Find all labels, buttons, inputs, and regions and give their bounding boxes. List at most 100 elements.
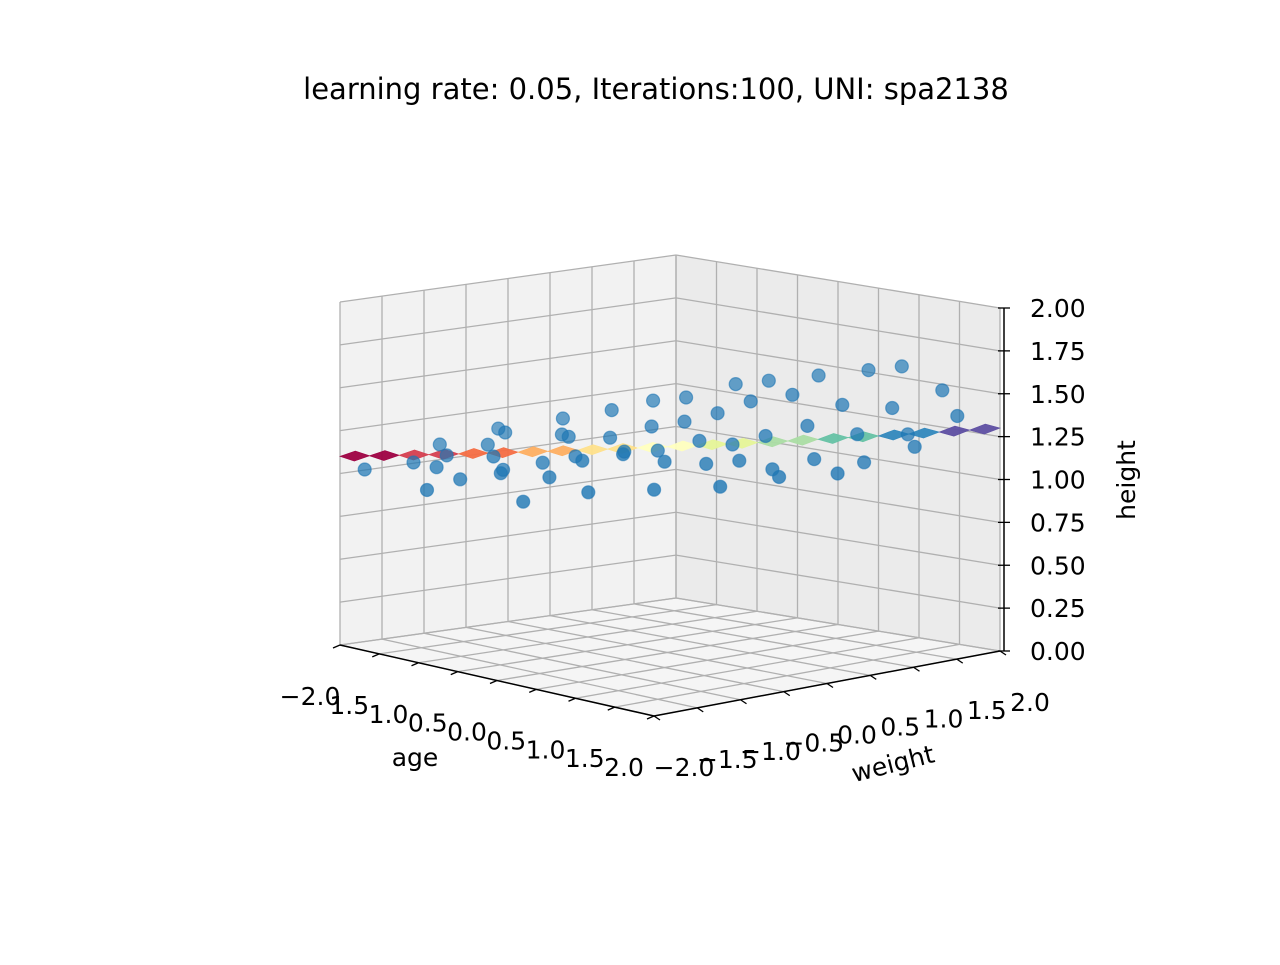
data-point <box>894 359 909 374</box>
left-wall-grid-height <box>339 382 677 432</box>
z-tick-label: 1.25 <box>1030 423 1086 452</box>
data-point <box>677 414 692 429</box>
data-point <box>800 418 815 433</box>
y-tick-mark <box>956 658 964 664</box>
z-tick-label: 0.75 <box>1030 508 1086 537</box>
y-tick-mark <box>999 650 1007 656</box>
data-point <box>950 408 965 424</box>
data-point <box>357 462 372 477</box>
back-wall-grid-height <box>675 254 1001 309</box>
back-wall-grid-height <box>675 425 1001 481</box>
x-tick-labels: −2.01.5 1.0 0.5 0.0 0.5 1.0 1.5 2.0 <box>280 682 644 782</box>
data-point <box>713 479 728 494</box>
data-point <box>900 427 915 442</box>
data-point <box>419 482 435 498</box>
x-tick-mark <box>646 715 655 720</box>
data-point <box>885 400 900 416</box>
y-tick-label: −1.5 <box>697 745 758 774</box>
x-tick-label: 1.5 <box>565 744 605 773</box>
data-point <box>439 448 454 463</box>
data-point <box>807 452 822 467</box>
x-tick-mark <box>450 671 459 676</box>
chart-title: learning rate: 0.05, Iterations:100, UNI… <box>303 72 1009 106</box>
data-point <box>542 470 557 485</box>
data-points <box>357 359 965 509</box>
data-point <box>699 456 714 471</box>
x-tick-mark <box>371 653 380 658</box>
data-point <box>743 394 758 409</box>
floor-grid-weight <box>507 620 828 685</box>
x-tick-label: 0.0 <box>447 718 487 747</box>
x-tick-mark <box>568 697 576 702</box>
left-wall-grid-height <box>339 297 677 346</box>
axes-panes <box>340 255 1000 716</box>
x-tick-mark <box>332 644 341 649</box>
x-tick-label: 0.5 <box>408 709 448 738</box>
z-tick-label: 1.50 <box>1030 380 1086 409</box>
surface-patch <box>968 423 1001 435</box>
x-tick-label: 2.0 <box>604 753 644 782</box>
data-point <box>678 390 694 405</box>
y-tick-mark <box>740 699 747 705</box>
x-tick-label: 0.5 <box>486 726 526 755</box>
data-point <box>429 460 444 475</box>
data-point <box>581 485 596 500</box>
data-point <box>453 472 468 487</box>
x-tick-mark <box>528 688 537 693</box>
y-tick-mark <box>913 666 920 672</box>
y-tick-label: −0.5 <box>783 729 844 758</box>
data-point <box>725 437 740 452</box>
z-tick-label: 0.50 <box>1030 551 1086 580</box>
floor-grid-weight <box>633 603 957 660</box>
data-point <box>850 427 865 442</box>
y-tick-label: 0.0 <box>837 721 877 750</box>
floor-grid-age <box>536 630 879 691</box>
floor-grid-weight <box>591 609 914 668</box>
left-wall-grid-height <box>339 340 677 389</box>
y-tick-label: −1.0 <box>740 737 801 766</box>
data-point <box>604 403 619 418</box>
data-point <box>935 383 950 398</box>
z-tick-label: 1.00 <box>1030 466 1086 495</box>
data-point <box>692 433 707 448</box>
data-point <box>406 455 421 470</box>
z-tick-label: 1.75 <box>1030 337 1086 366</box>
y-tick-labels: −2.0−1.5−1.0−0.50.0 0.5 1.0 1.5 2.0 <box>654 688 1050 782</box>
data-point <box>646 482 662 497</box>
floor-grid-weight <box>675 597 1001 652</box>
data-point <box>732 453 747 468</box>
x-axis-label: age <box>392 743 439 772</box>
y-tick-mark <box>869 674 877 680</box>
data-point <box>617 444 632 459</box>
z-tick-label: 2.00 <box>1030 294 1086 323</box>
data-point <box>568 449 583 464</box>
z-tick-label: 0.25 <box>1030 594 1086 623</box>
data-point <box>830 466 845 481</box>
y-tick-mark <box>653 715 661 721</box>
y-tick-label: −2.0 <box>654 753 715 782</box>
x-tick-label: −2.0 <box>280 682 341 711</box>
y-tick-mark <box>696 707 704 713</box>
data-point <box>602 430 618 445</box>
data-point <box>765 462 780 477</box>
z-tick-label: 0.00 <box>1030 637 1086 666</box>
y-tick-label: 1.5 <box>967 696 1007 725</box>
data-point <box>486 449 501 464</box>
x-tick-mark <box>607 706 616 711</box>
left-wall-grid-height <box>339 254 677 303</box>
floor-grid-age <box>614 643 960 708</box>
x-tick-label: 1.0 <box>369 700 409 729</box>
data-point <box>555 411 571 426</box>
data-point <box>811 368 826 383</box>
data-point <box>554 427 570 442</box>
y-tick-mark <box>783 691 791 697</box>
y-tick-label: 0.5 <box>880 712 920 741</box>
data-point <box>785 387 800 402</box>
data-point <box>657 454 672 469</box>
axis-lines <box>332 307 1010 721</box>
y-tick-label: 1.0 <box>924 704 964 733</box>
data-point <box>835 397 850 412</box>
data-point <box>516 494 531 509</box>
z-axis-label: height <box>1112 440 1141 520</box>
